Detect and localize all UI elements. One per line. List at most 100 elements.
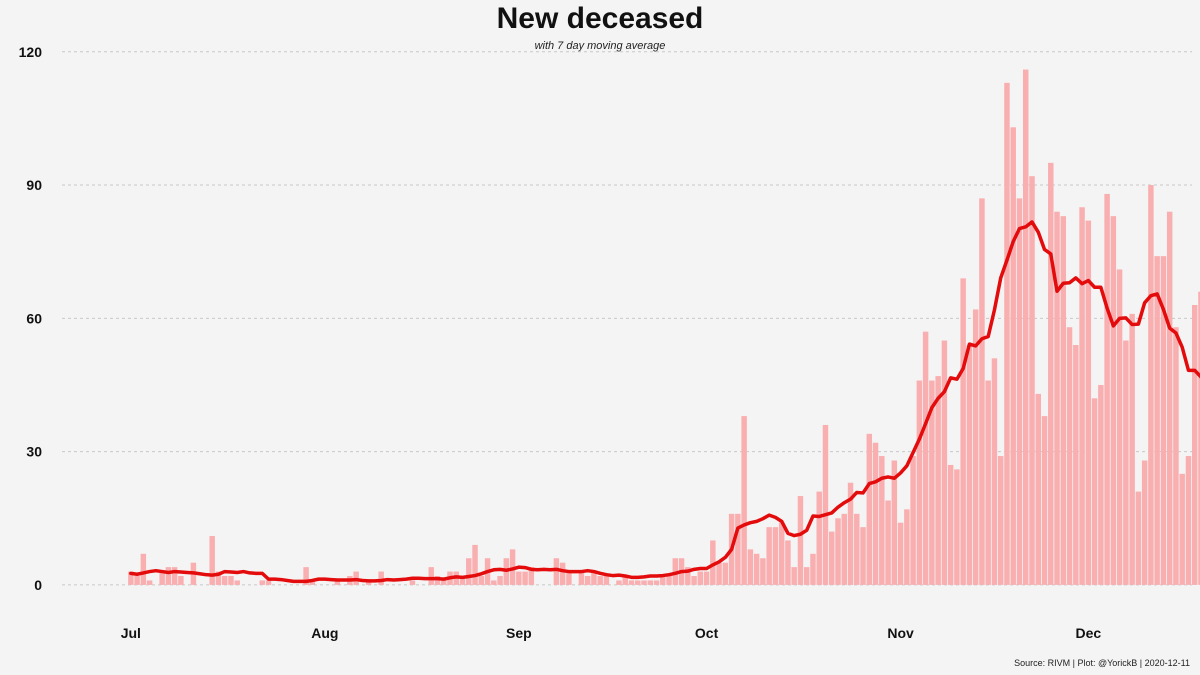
bar xyxy=(409,580,416,585)
bar xyxy=(1035,393,1041,585)
bar xyxy=(1073,344,1079,585)
bar xyxy=(866,433,873,585)
bar xyxy=(1116,269,1123,585)
bar xyxy=(365,580,372,585)
x-tick-label: Oct xyxy=(695,625,719,641)
bar xyxy=(979,198,985,585)
bar xyxy=(1198,291,1200,585)
bar xyxy=(1066,327,1073,585)
bar xyxy=(603,576,610,585)
bar xyxy=(265,580,272,585)
bar xyxy=(215,571,222,585)
bar xyxy=(1079,207,1085,585)
bar xyxy=(1054,211,1060,585)
bar xyxy=(1110,216,1117,585)
bar xyxy=(178,576,184,585)
bar xyxy=(566,571,572,585)
bar xyxy=(1029,176,1035,585)
bar xyxy=(660,576,666,585)
bar xyxy=(810,553,816,585)
bar xyxy=(1060,216,1067,585)
bar xyxy=(835,518,841,585)
bar xyxy=(584,576,591,585)
bar xyxy=(616,580,622,585)
bar xyxy=(954,469,960,585)
bar xyxy=(528,567,535,585)
bar xyxy=(872,442,879,585)
x-tick-label: Nov xyxy=(887,625,914,641)
bar xyxy=(1016,198,1023,585)
bar xyxy=(1135,491,1142,585)
source-caption: Source: RIVM | Plot: @YorickB | 2020-12-… xyxy=(1014,658,1190,668)
bar xyxy=(1166,211,1173,585)
bar xyxy=(1185,456,1192,585)
bar xyxy=(797,496,804,585)
bar xyxy=(1173,327,1179,585)
y-axis-ticks: 0 30 60 90 120 xyxy=(19,44,43,593)
bar xyxy=(1104,193,1110,585)
bar xyxy=(747,549,754,585)
bar xyxy=(522,571,528,585)
chart-title: New deceased xyxy=(496,2,704,35)
bar xyxy=(1010,127,1016,585)
bar xyxy=(803,567,810,585)
bar xyxy=(1085,220,1092,585)
bar xyxy=(985,380,991,585)
bar xyxy=(497,576,503,585)
bar xyxy=(1191,305,1198,585)
bar xyxy=(459,576,466,585)
bar xyxy=(785,540,791,585)
bar xyxy=(647,580,653,585)
bar xyxy=(578,571,585,585)
bar xyxy=(860,527,866,585)
bar xyxy=(472,544,478,585)
y-tick-label: 120 xyxy=(19,44,43,60)
bar xyxy=(171,567,178,585)
bar xyxy=(904,509,910,585)
bar xyxy=(916,380,923,585)
bar xyxy=(710,540,716,585)
bar xyxy=(434,576,441,585)
bar xyxy=(134,576,140,585)
bar xyxy=(891,460,898,585)
bar xyxy=(1023,69,1029,585)
bar xyxy=(691,576,697,585)
bar xyxy=(753,553,760,585)
bar xyxy=(1123,340,1129,585)
bar xyxy=(146,580,153,585)
bar xyxy=(1041,416,1048,585)
bar xyxy=(559,562,566,585)
bar xyxy=(791,567,797,585)
bar xyxy=(209,536,215,585)
bar xyxy=(922,331,929,585)
bar xyxy=(716,562,722,585)
bar xyxy=(841,513,847,585)
bar xyxy=(228,576,234,585)
bar xyxy=(334,580,341,585)
bar xyxy=(221,576,228,585)
bar xyxy=(1091,398,1098,585)
bar xyxy=(159,571,165,585)
bar xyxy=(778,522,785,585)
moving-average-line xyxy=(129,220,1200,584)
y-tick-label: 60 xyxy=(26,310,42,326)
bar xyxy=(1179,473,1185,585)
bar xyxy=(441,580,447,585)
bar xyxy=(879,456,885,585)
bar xyxy=(165,567,172,585)
bar xyxy=(628,580,635,585)
bar xyxy=(1141,460,1148,585)
grid-lines xyxy=(62,51,1192,586)
bar xyxy=(466,558,472,585)
bar xyxy=(760,558,766,585)
bar xyxy=(591,571,597,585)
bar xyxy=(735,513,741,585)
bar-series xyxy=(128,69,1200,585)
bar xyxy=(697,571,704,585)
bar xyxy=(1098,384,1104,585)
bar xyxy=(234,580,240,585)
bar xyxy=(722,562,729,585)
bar xyxy=(960,278,966,585)
bar xyxy=(428,567,434,585)
